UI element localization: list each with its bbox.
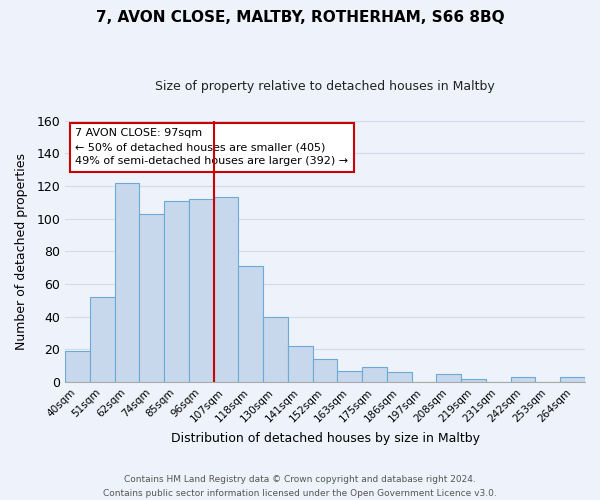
Bar	[139, 214, 164, 382]
Bar	[511, 377, 535, 382]
Title: Size of property relative to detached houses in Maltby: Size of property relative to detached ho…	[155, 80, 495, 93]
Bar	[337, 370, 362, 382]
Y-axis label: Number of detached properties: Number of detached properties	[15, 153, 28, 350]
Bar	[238, 266, 263, 382]
Bar	[115, 182, 139, 382]
Bar	[436, 374, 461, 382]
Bar	[461, 378, 486, 382]
Bar	[288, 346, 313, 382]
Bar	[164, 200, 189, 382]
Text: 7, AVON CLOSE, MALTBY, ROTHERHAM, S66 8BQ: 7, AVON CLOSE, MALTBY, ROTHERHAM, S66 8B…	[95, 10, 505, 25]
Bar	[263, 316, 288, 382]
Text: Contains HM Land Registry data © Crown copyright and database right 2024.
Contai: Contains HM Land Registry data © Crown c…	[103, 476, 497, 498]
Bar	[560, 377, 585, 382]
Text: 7 AVON CLOSE: 97sqm
← 50% of detached houses are smaller (405)
49% of semi-detac: 7 AVON CLOSE: 97sqm ← 50% of detached ho…	[76, 128, 349, 166]
Bar	[313, 359, 337, 382]
Bar	[362, 367, 387, 382]
Bar	[214, 198, 238, 382]
X-axis label: Distribution of detached houses by size in Maltby: Distribution of detached houses by size …	[170, 432, 479, 445]
Bar	[90, 297, 115, 382]
Bar	[189, 199, 214, 382]
Bar	[65, 351, 90, 382]
Bar	[387, 372, 412, 382]
